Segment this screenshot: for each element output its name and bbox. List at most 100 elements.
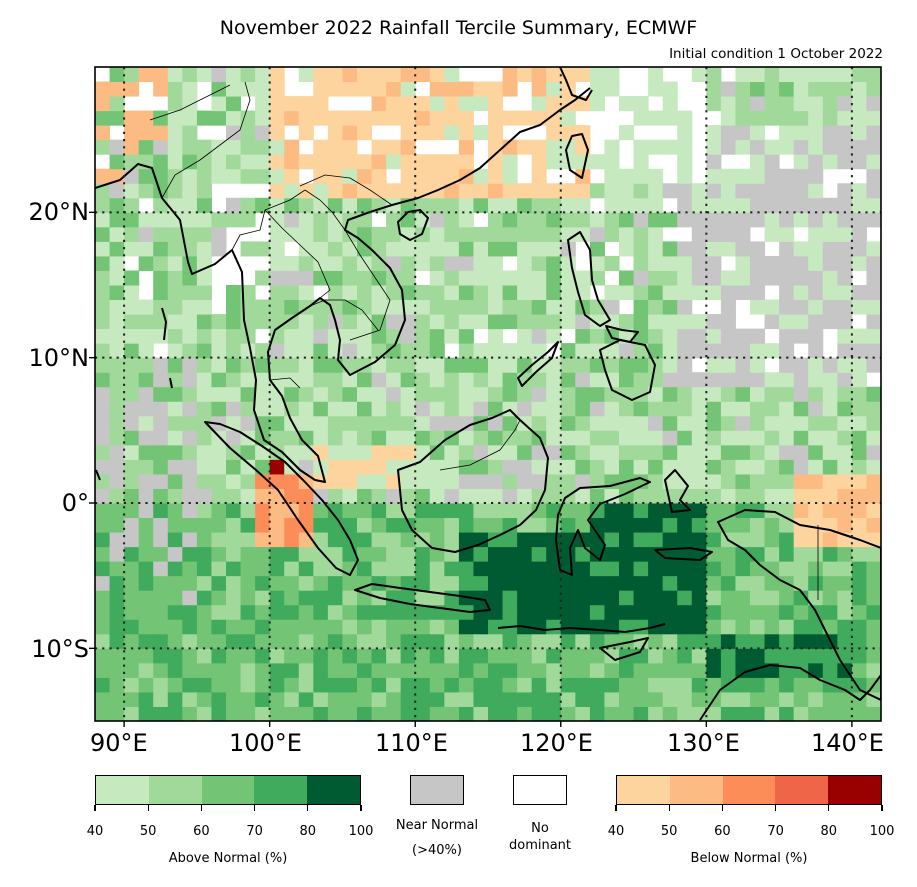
grid-cell [517,691,533,707]
grid-cell [473,503,489,519]
border-china-vietnam [299,174,393,206]
grid-cell [153,81,169,97]
grid-cell [240,662,256,678]
grid-cell [109,662,125,678]
grid-cell [240,444,256,460]
grid-cell [575,633,591,649]
grid-cell [386,386,402,402]
grid-cell [153,197,169,213]
grid-cell [779,691,795,707]
grid-cell [575,197,591,213]
grid-cell [677,299,693,315]
grid-cell [109,343,125,359]
grid-cell [429,677,445,693]
grid-cell [255,561,271,577]
grid-cell [153,226,169,242]
grid-cell [764,430,780,446]
grid-cell [429,343,445,359]
grid-cell [720,343,736,359]
grid-cell [109,183,125,199]
grid-cell [182,212,198,228]
grid-cell [298,473,314,489]
grid-cell [211,691,227,707]
grid-cell [327,677,343,693]
grid-cell [240,677,256,693]
grid-cell [211,357,227,373]
grid-cell [95,285,111,301]
grid-cell [735,619,751,635]
grid-cell [837,401,853,417]
grid-cell [808,226,824,242]
grid-cell [546,706,562,721]
grid-cell [720,183,736,199]
grid-cell [502,604,518,620]
grid-cell [677,255,693,271]
grid-cell [255,110,271,126]
grid-cell [342,677,358,693]
colorbar-tick-mark [147,805,149,811]
grid-cell [691,212,707,228]
grid-cell [633,459,649,475]
grid-cell [444,503,460,519]
lat-label-20n: 20°N [28,198,90,226]
grid-cell [182,415,198,431]
grid-cell [124,81,140,97]
grid-cell [357,125,373,141]
grid-cell [167,430,183,446]
grid-cell [386,401,402,417]
grid-cell [255,197,271,213]
grid-cell [400,633,416,649]
grid-cell [546,691,562,707]
grid-cell [444,168,460,184]
grid-cell [706,662,722,678]
grid-cell [211,488,227,504]
grid-cell [531,401,547,417]
grid-cell [255,168,271,184]
grid-cell [357,270,373,286]
grid-cell [269,386,285,402]
grid-cell [866,415,881,431]
grid-cell [706,285,722,301]
grid-cell [779,590,795,606]
grid-cell [677,357,693,373]
grid-cell [691,503,707,519]
grid-cell [560,575,576,591]
coastline-sumatra [204,421,359,576]
grid-cell [167,488,183,504]
grid-cell [735,648,751,664]
grid-cell [793,473,809,489]
grid-cell [109,561,125,577]
grid-cell [429,459,445,475]
grid-cell [371,604,387,620]
grid-cell [575,343,591,359]
grid-cell [706,619,722,635]
grid-cell [589,81,605,97]
grid-cell [269,270,285,286]
grid-cell [677,154,693,170]
grid-cell [182,328,198,344]
grid-cell [327,67,343,83]
grid-cell [546,590,562,606]
grid-cell [109,386,125,402]
grid-cell [793,314,809,330]
grid-cell [211,67,227,83]
grid-cell [633,357,649,373]
grid-cell [196,401,212,417]
grid-cell [517,444,533,460]
grid-cell [793,183,809,199]
grid-cell [458,473,474,489]
grid-cell [167,212,183,228]
grid-cell [284,619,300,635]
coastline-java [354,583,491,613]
grid-cell [167,125,183,141]
grid-cell [517,633,533,649]
grid-cell [240,401,256,417]
grid-cell [575,677,591,693]
grid-cell [95,444,111,460]
grid-cell [124,488,140,504]
grid-cell [95,386,111,402]
grid-cell [822,590,838,606]
grid-cell [764,110,780,126]
grid-cell [502,444,518,460]
grid-cell [619,633,635,649]
